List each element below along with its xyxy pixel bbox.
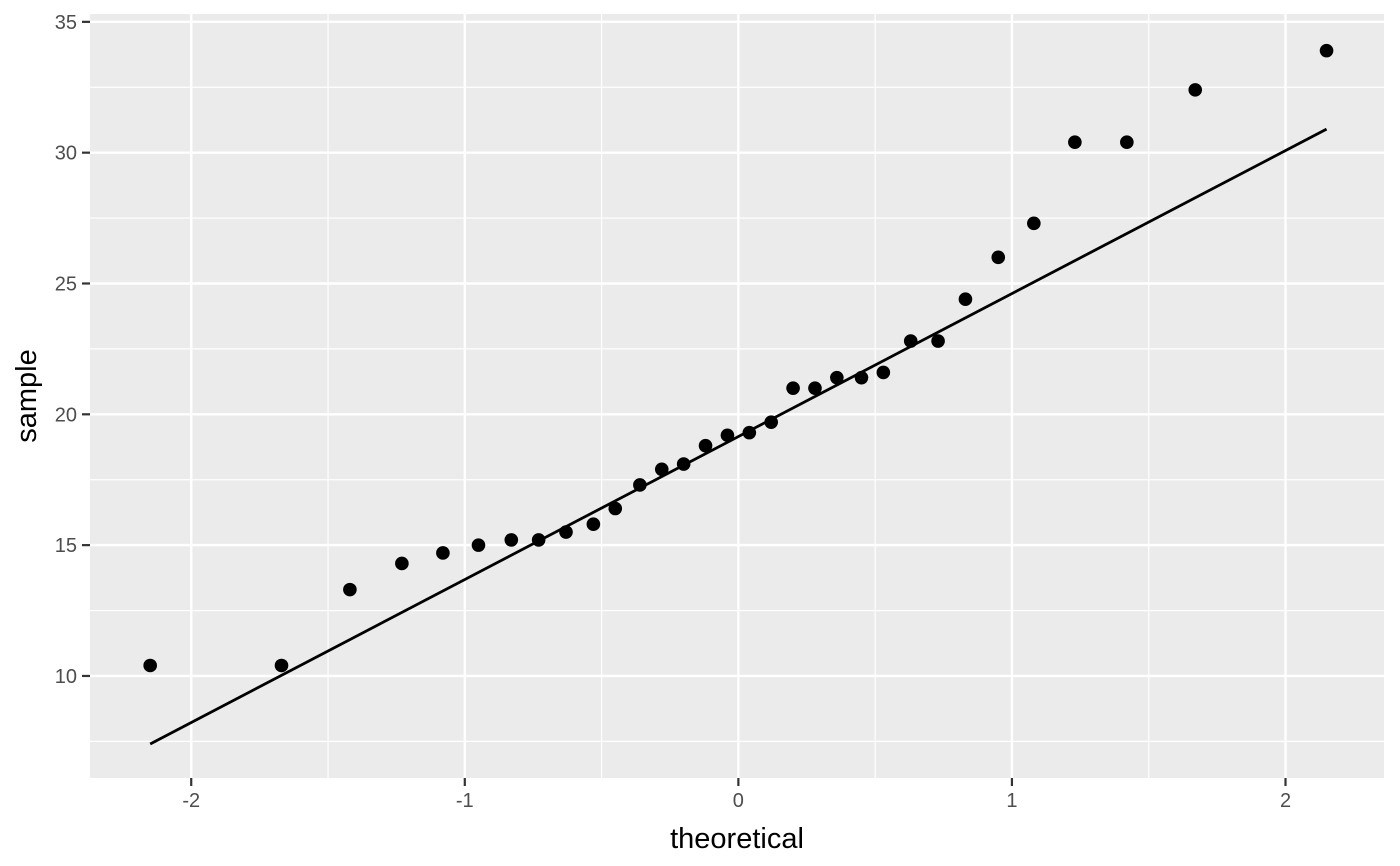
data-point [958, 292, 973, 306]
y-tick-label: 25 [55, 273, 77, 295]
data-point [654, 462, 669, 477]
data-point [1068, 135, 1082, 150]
data-point [471, 538, 486, 552]
data-point [608, 501, 623, 516]
data-point [343, 582, 357, 597]
data-point [676, 457, 691, 471]
data-point [742, 425, 757, 440]
y-axis-title: sample [11, 349, 43, 443]
x-tick-label: -1 [456, 790, 474, 812]
data-point [808, 381, 822, 395]
data-point [395, 556, 409, 571]
data-point [764, 415, 778, 429]
data-point [786, 381, 800, 395]
chart-layer: -2 -1 0 1 2 10 15 20 25 30 35 [55, 12, 1384, 812]
y-tick-label: 30 [55, 143, 77, 165]
data-point [1027, 216, 1041, 231]
data-point [1188, 83, 1203, 97]
data-point [586, 517, 601, 532]
x-tick-label: 0 [733, 790, 744, 812]
x-axis-title: theoretical [670, 823, 804, 855]
data-point [531, 533, 546, 547]
data-point [991, 250, 1006, 265]
x-tick-label: 1 [1006, 790, 1017, 812]
data-point [143, 658, 157, 673]
x-tick-label: -2 [182, 790, 200, 812]
data-point [720, 428, 735, 443]
y-tick-label: 15 [55, 535, 77, 557]
data-point [436, 546, 450, 560]
y-tick-label: 10 [55, 666, 77, 688]
data-point [274, 658, 289, 673]
data-point [931, 334, 945, 348]
data-point [504, 533, 519, 547]
y-tick-label: 35 [55, 12, 77, 34]
data-point [633, 478, 647, 492]
data-point [830, 370, 844, 385]
plot-panel [90, 14, 1384, 778]
data-point [854, 370, 869, 385]
qq-reference-line [149, 127, 1328, 746]
x-tick-label: 2 [1280, 790, 1291, 812]
data-point [1319, 43, 1334, 58]
data-point [698, 438, 713, 453]
y-tick-label: 20 [55, 404, 77, 426]
data-point [903, 334, 918, 348]
data-point [876, 365, 891, 380]
data-point [1120, 135, 1134, 150]
data-point [559, 525, 573, 539]
